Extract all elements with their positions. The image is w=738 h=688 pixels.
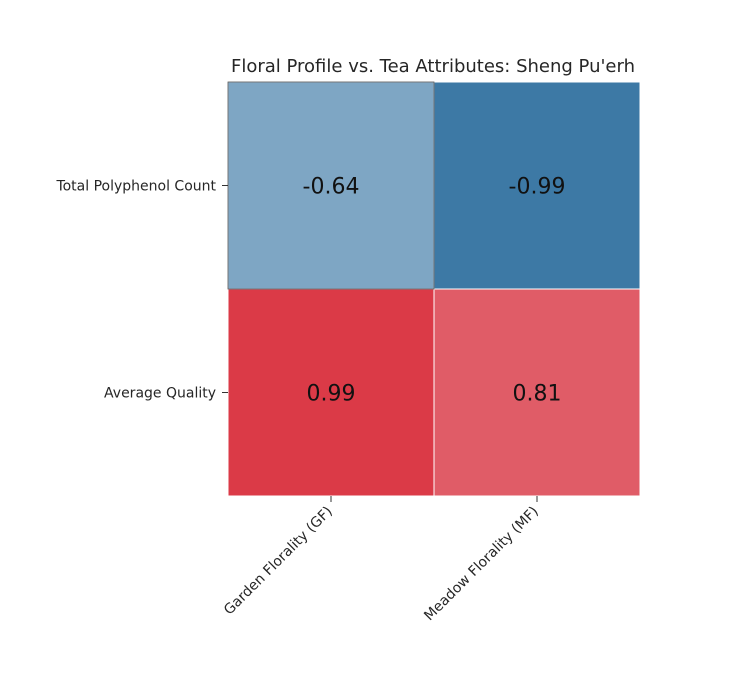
x-axis: Garden Florality (GF) Meadow Florality (M… (221, 496, 542, 624)
heatmap-cell (433, 81, 641, 290)
cell-value-label: -0.64 (303, 175, 360, 200)
heatmap-cell (227, 81, 435, 290)
y-tick-label: Average Quality (104, 386, 216, 402)
cell-value-label: -0.99 (509, 175, 566, 200)
y-axis: Total Polyphenol Count Average Quality (55, 179, 228, 402)
heatmap-cell (433, 288, 641, 497)
chart-title: Floral Profile vs. Tea Attributes: Sheng… (231, 56, 635, 77)
heatmap-cells (227, 81, 641, 497)
cell-value-label: 0.81 (513, 382, 562, 407)
x-tick-label: Meadow Florality (MF) (421, 504, 542, 625)
y-tick-label: Total Polyphenol Count (55, 179, 216, 195)
cell-value-labels: -0.64 -0.99 0.99 0.81 (303, 175, 566, 407)
cell-value-label: 0.99 (307, 382, 356, 407)
x-tick-label: Garden Florality (GF) (221, 504, 336, 619)
